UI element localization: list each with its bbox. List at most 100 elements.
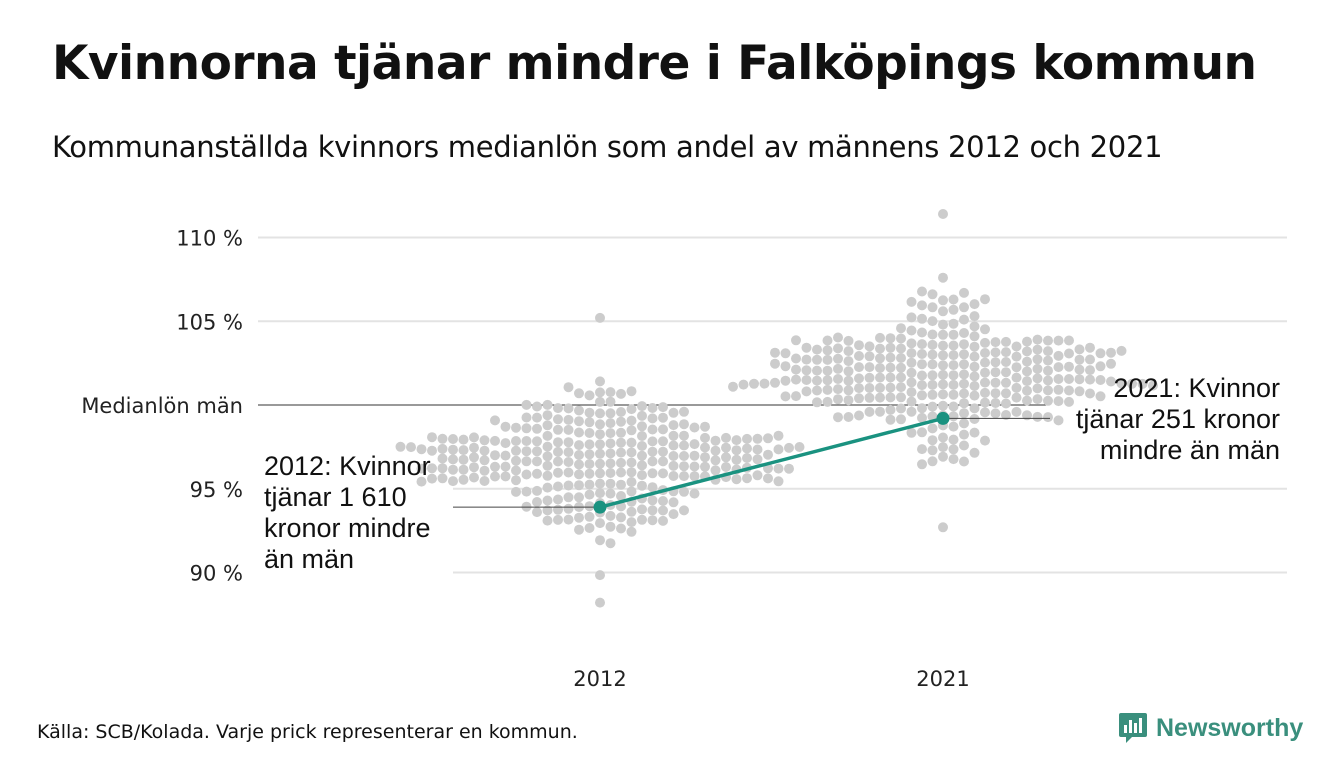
municipality-dot: [427, 432, 437, 443]
municipality-dot: [1085, 354, 1095, 365]
municipality-dot: [689, 439, 700, 450]
municipality-dot: [917, 286, 927, 297]
municipality-dot: [616, 437, 626, 448]
y-axis-ticks: 90 % 95 % 105 % 110 % Medianlön män: [81, 227, 243, 586]
municipality-dot: [595, 478, 605, 489]
municipality-dot: [822, 345, 833, 356]
municipality-dot: [532, 436, 542, 447]
municipality-dot: [917, 403, 927, 414]
municipality-dot: [542, 482, 553, 493]
municipality-dot: [990, 347, 1001, 358]
municipality-dot: [927, 302, 938, 313]
municipality-dot: [595, 396, 605, 407]
municipality-dot: [969, 371, 980, 382]
municipality-dot: [875, 363, 885, 373]
municipality-dot: [854, 351, 864, 361]
municipality-dot: [448, 454, 458, 465]
municipality-dot: [668, 460, 679, 471]
municipality-dot: [448, 476, 458, 487]
y-tick-label: 95 %: [190, 478, 243, 502]
municipality-dot: [896, 333, 906, 344]
municipality-dot: [563, 437, 574, 448]
municipality-dot: [854, 383, 864, 394]
falkoping-highlight: [593, 411, 950, 514]
municipality-dot: [595, 376, 605, 387]
municipality-dot: [427, 463, 437, 474]
municipality-dot: [927, 456, 938, 467]
municipality-dot: [759, 378, 770, 389]
annotation-line: mindre än män: [1100, 435, 1280, 465]
municipality-dot: [563, 480, 574, 491]
municipality-dot: [822, 335, 833, 346]
municipality-dot: [448, 434, 458, 444]
municipality-dot: [458, 445, 469, 456]
municipality-dot: [595, 387, 605, 398]
municipality-dot: [938, 432, 948, 443]
municipality-dot: [584, 501, 595, 512]
municipality-dot: [574, 492, 584, 503]
municipality-dot: [616, 447, 626, 458]
municipality-dot: [521, 412, 532, 423]
municipality-dot: [553, 514, 563, 525]
municipality-dot: [679, 461, 689, 472]
municipality-dot: [980, 348, 990, 358]
municipality-dot: [490, 461, 500, 472]
municipality-dot: [843, 375, 854, 386]
municipality-dot: [605, 538, 616, 549]
municipality-dot: [637, 401, 647, 412]
municipality-dot: [791, 353, 801, 364]
municipality-dot: [959, 408, 969, 419]
municipality-dot: [1064, 374, 1074, 384]
municipality-dot: [1022, 376, 1032, 387]
annotation-2012: 2012: Kvinnor tjänar 1 610 kronor mindre än…: [264, 451, 431, 574]
municipality-dot: [896, 392, 906, 403]
municipality-dot: [791, 391, 801, 402]
municipality-dot: [917, 459, 927, 470]
municipality-dot: [885, 372, 896, 383]
municipality-dot: [521, 436, 532, 446]
municipality-dot: [668, 430, 679, 441]
municipality-dot: [770, 347, 780, 358]
municipality-dot: [906, 348, 917, 359]
municipality-dot: [854, 410, 864, 421]
municipality-dot: [584, 407, 595, 418]
municipality-dot: [812, 354, 822, 365]
municipality-dot: [448, 464, 458, 475]
municipality-dot: [584, 468, 595, 479]
municipality-dot: [563, 424, 574, 435]
municipality-dot: [1022, 346, 1032, 357]
municipality-dot: [637, 421, 647, 432]
municipality-dot: [801, 342, 812, 353]
x-axis-ticks: 2012 2021: [573, 667, 969, 691]
municipality-dot: [1148, 380, 1158, 391]
municipality-dot: [679, 505, 689, 516]
municipality-dot: [1064, 335, 1074, 346]
municipality-dot: [1011, 382, 1022, 393]
municipality-dot: [917, 444, 927, 455]
municipality-dot: [532, 401, 542, 412]
municipality-dot: [833, 374, 843, 384]
municipality-dot: [917, 359, 927, 370]
municipality-dot: [959, 339, 969, 350]
municipality-dot: [605, 408, 616, 419]
municipality-dot: [770, 358, 780, 369]
municipality-dot: [532, 423, 542, 434]
municipality-dot: [906, 325, 917, 336]
municipality-dot: [938, 360, 948, 371]
municipality-dot: [700, 442, 710, 453]
municipality-dot: [969, 311, 980, 322]
municipality-dot: [938, 379, 948, 390]
municipality-dot: [938, 442, 948, 453]
municipality-dot: [584, 479, 595, 490]
municipality-dot: [584, 417, 595, 428]
municipality-dot: [948, 379, 959, 390]
municipality-dot: [1137, 378, 1148, 389]
municipality-dot: [605, 478, 616, 489]
municipality-dot: [668, 471, 679, 481]
municipality-dot: [1001, 357, 1011, 367]
municipality-dot: [437, 443, 448, 454]
municipality-dot: [647, 403, 658, 413]
municipality-dot: [1053, 384, 1064, 395]
municipality-dot: [542, 460, 553, 471]
municipality-dot: [563, 403, 574, 414]
